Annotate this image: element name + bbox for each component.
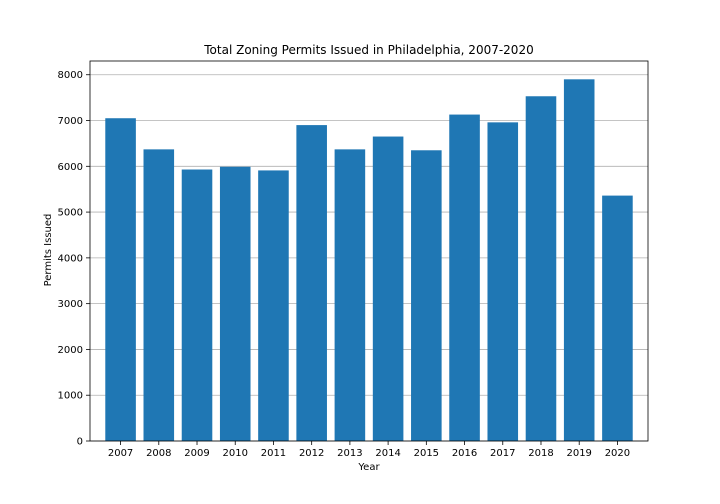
bar-2011 [258, 170, 289, 441]
y-tick-label: 8000 [58, 70, 83, 81]
bars [105, 79, 633, 442]
x-tick-label: 2008 [146, 448, 171, 459]
x-tick-label: 2012 [299, 448, 324, 459]
bar-2019 [563, 79, 595, 441]
x-tick-label: 2015 [414, 448, 439, 459]
bar-2017 [487, 122, 519, 441]
bar-2007 [105, 118, 136, 441]
y-tick-label: 3000 [58, 299, 83, 310]
x-tick-label: 2016 [452, 448, 477, 459]
x-tick-label: 2007 [108, 448, 133, 459]
y-tick-label: 7000 [58, 116, 83, 127]
bar-2014 [372, 136, 404, 441]
x-tick-label: 2018 [528, 448, 553, 459]
y-tick-label: 4000 [58, 253, 83, 264]
x-tick-label: 2019 [566, 448, 591, 459]
x-tick-label: 2013 [337, 448, 362, 459]
plot-frame [89, 60, 649, 442]
ticks: 0 1000 2000 3000 4000 5000 6000 7000 8000 2007 200… [58, 70, 631, 459]
bar-2012 [296, 125, 327, 442]
chart-title: Total Zoning Permits Issued in Philadelp… [203, 43, 533, 57]
x-tick-label: 2009 [184, 448, 209, 459]
x-tick-label: 2014 [375, 448, 400, 459]
x-tick-label: 2010 [223, 448, 248, 459]
y-tick-label: 2000 [58, 345, 83, 356]
y-axis-label: Permits Issued [43, 214, 54, 287]
bar-2018 [525, 96, 557, 441]
y-tick-label: 1000 [58, 391, 83, 402]
x-tick-label: 2017 [490, 448, 515, 459]
x-tick-label: 2020 [605, 448, 630, 459]
bar-2015 [411, 150, 442, 442]
bar-2009 [181, 169, 213, 441]
y-tick-label: 0 [77, 437, 83, 448]
axes [89, 60, 649, 442]
y-tick-label: 5000 [58, 208, 83, 219]
bar-2010 [219, 166, 251, 441]
x-tick-label: 2011 [261, 448, 286, 459]
bar-2008 [143, 149, 175, 441]
bar-2020 [602, 195, 633, 441]
bar-2013 [334, 149, 366, 441]
x-axis-label: Year [357, 462, 380, 473]
bar-2016 [449, 114, 480, 442]
y-tick-label: 6000 [58, 162, 83, 173]
